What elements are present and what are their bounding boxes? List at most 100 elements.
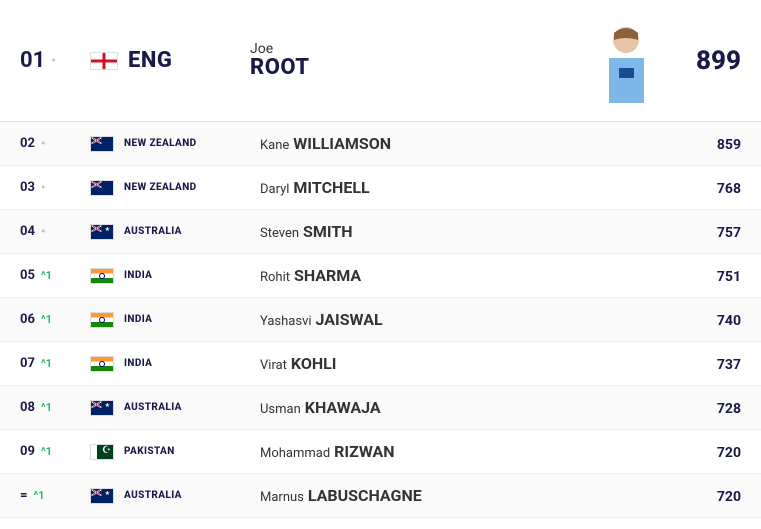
player-first-name: Mohammad (260, 446, 330, 461)
player-last-name: SHARMA (294, 266, 361, 285)
player-first-name: Marnus (260, 490, 304, 505)
player-last-name: RIZWAN (334, 442, 394, 461)
ranking-row[interactable]: = ^1 AUSTRALIA Marnus LABUSCHAGNE 720 (0, 474, 761, 518)
player-last-name: WILLIAMSON (293, 134, 391, 153)
player-name-column: Joe ROOT (250, 41, 581, 80)
flag-icon (90, 444, 114, 460)
country-name: AUSTRALIA (124, 226, 182, 237)
flag-icon (90, 400, 114, 416)
rank-delta-up-icon: ^1 (41, 357, 52, 370)
player-first-name: Rohit (260, 270, 290, 285)
rating-column: 720 (671, 486, 741, 505)
country-column: NEW ZEALAND (90, 180, 260, 196)
featured-player-row[interactable]: 01 • ENG Joe ROOT 899 (0, 0, 761, 122)
rank-column: 09 ^1 (20, 444, 90, 459)
player-photo (589, 18, 664, 103)
rank-number: = (20, 488, 27, 503)
player-last-name: ROOT (250, 55, 581, 80)
country-name: INDIA (124, 270, 152, 281)
player-name-column: Rohit SHARMA (260, 266, 671, 285)
player-last-name: MITCHELL (293, 178, 369, 197)
rank-delta-none-icon: • (41, 224, 46, 240)
rating-value: 740 (717, 313, 741, 329)
rating-value: 728 (717, 401, 741, 417)
country-column: PAKISTAN (90, 444, 260, 460)
rank-number: 08 (20, 400, 35, 415)
rating-value: 720 (717, 445, 741, 461)
rating-column: 740 (671, 310, 741, 329)
rank-delta-up-icon: ^1 (33, 489, 44, 502)
rank-delta-up-icon: ^1 (41, 269, 52, 282)
rank-number: 09 (20, 444, 35, 459)
rating-column: 899 (671, 46, 741, 76)
rank-column: 01 • (20, 48, 90, 73)
rating-value: 751 (717, 269, 741, 285)
country-name: PAKISTAN (124, 446, 175, 457)
ranking-row[interactable]: 08^1 AUSTRALIA Usman KHAWAJA 728 (0, 386, 761, 430)
rank-column: 08^1 (20, 400, 90, 415)
country-column: AUSTRALIA (90, 400, 260, 416)
rank-number: 07 (20, 356, 35, 371)
rating-value: 899 (696, 46, 741, 76)
player-first-name: Usman (260, 402, 301, 417)
rating-column: 728 (671, 398, 741, 417)
ranking-row[interactable]: 09 ^1 PAKISTAN Mohammad RIZWAN 720 (0, 430, 761, 474)
player-first-name: Yashasvi (260, 314, 312, 329)
player-name-column: Yashasvi JAISWAL (260, 310, 671, 329)
ranking-row[interactable]: 07^1INDIAVirat KOHLI737 (0, 342, 761, 386)
country-name: INDIA (124, 358, 152, 369)
country-column: NEW ZEALAND (90, 136, 260, 152)
country-name: INDIA (124, 314, 152, 325)
rank-column: = ^1 (20, 488, 90, 503)
flag-icon (90, 224, 114, 240)
rank-delta-up-icon: ^1 (41, 445, 52, 458)
player-first-name: Virat (260, 358, 287, 373)
country-column: INDIA (90, 268, 260, 284)
rating-column: 720 (671, 442, 741, 461)
flag-icon (90, 312, 114, 328)
flag-icon (90, 356, 114, 372)
rating-column: 737 (671, 354, 741, 373)
rating-column: 768 (671, 178, 741, 197)
rating-column: 757 (671, 222, 741, 241)
country-column: AUSTRALIA (90, 224, 260, 240)
rank-number: 02 (20, 136, 35, 151)
rank-number: 04 (20, 224, 35, 239)
country-name: AUSTRALIA (124, 490, 182, 501)
player-name-column: Virat KOHLI (260, 354, 671, 373)
rank-number: 03 (20, 180, 35, 195)
flag-icon (90, 52, 118, 70)
country-name: NEW ZEALAND (124, 138, 197, 149)
ranking-row[interactable]: 05 ^1 INDIA Rohit SHARMA 751 (0, 254, 761, 298)
rank-delta-up-icon: ^1 (41, 313, 52, 326)
player-name-column: Mohammad RIZWAN (260, 442, 671, 461)
player-first-name: Kane (260, 138, 289, 153)
country-name: AUSTRALIA (124, 402, 182, 413)
player-last-name: KOHLI (291, 354, 337, 373)
rating-value: 720 (717, 489, 741, 505)
country-column: INDIA (90, 356, 260, 372)
player-name-column: Daryl MITCHELL (260, 178, 671, 197)
rating-value: 757 (717, 225, 741, 241)
rank-column: 06^1 (20, 312, 90, 327)
rank-column: 05 ^1 (20, 268, 90, 283)
ranking-row[interactable]: 04•AUSTRALIASteven SMITH757 (0, 210, 761, 254)
rank-delta-none-icon: • (41, 180, 46, 196)
rank-number: 05 (20, 268, 35, 283)
rank-column: 04 • (20, 224, 90, 240)
rank-delta-none-icon: • (51, 53, 56, 69)
player-photo-column (581, 18, 671, 103)
ranking-row[interactable]: 02• NEW ZEALAND Kane WILLIAMSON 859 (0, 122, 761, 166)
flag-icon (90, 180, 114, 196)
ranking-row[interactable]: 03 • NEW ZEALANDDaryl MITCHELL768 (0, 166, 761, 210)
rankings-table: 01 • ENG Joe ROOT 899 02•NEW ZEALAND (0, 0, 761, 518)
player-name-column: Marnus LABUSCHAGNE (260, 486, 671, 505)
country-column: AUSTRALIA (90, 488, 260, 504)
flag-icon (90, 488, 114, 504)
rating-value: 859 (717, 137, 741, 153)
ranking-row[interactable]: 06^1 INDIA Yashasvi JAISWAL 740 (0, 298, 761, 342)
player-name-column: Usman KHAWAJA (260, 398, 671, 417)
player-last-name: JAISWAL (316, 310, 383, 329)
rank-column: 02• (20, 136, 90, 152)
rank-column: 07 ^1 (20, 356, 90, 371)
